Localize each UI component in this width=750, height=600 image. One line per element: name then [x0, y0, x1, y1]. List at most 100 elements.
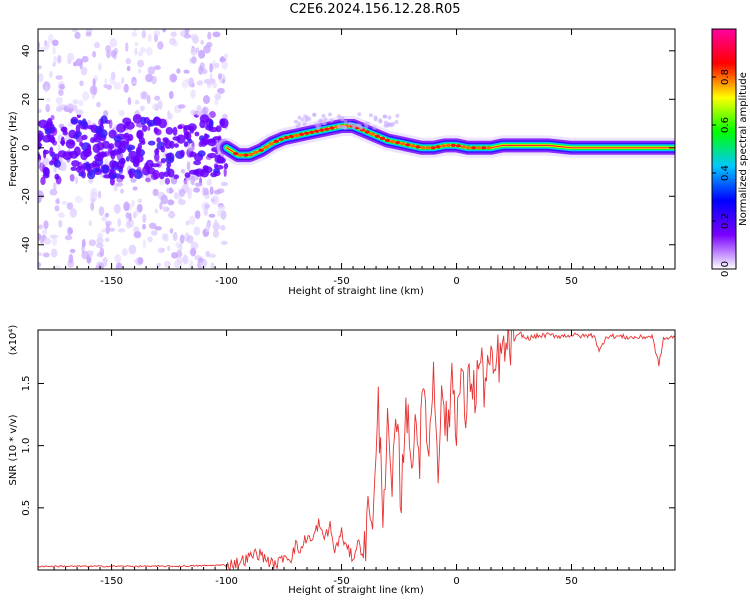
band-blob [203, 133, 208, 139]
ridge-haze [312, 112, 317, 117]
noise-speck [75, 109, 84, 116]
noise-speck [59, 84, 65, 90]
noise-speck [109, 75, 116, 85]
noise-speck [56, 75, 62, 80]
noise-speck [205, 222, 210, 233]
noise-speck [38, 224, 44, 230]
noise-speck [222, 78, 226, 84]
noise-speck [106, 50, 111, 59]
noise-speck [57, 54, 62, 64]
noise-speck [186, 234, 194, 244]
noise-speck [209, 186, 214, 195]
noise-speck [180, 169, 186, 174]
colorbar-tick-label: 0.4 [720, 165, 731, 181]
ridge-haze [337, 114, 341, 119]
noise-speck [197, 257, 204, 263]
noise-speck [80, 66, 88, 76]
ridge-haze [297, 115, 302, 120]
noise-speck [206, 178, 212, 186]
noise-speck [214, 99, 219, 106]
noise-speck [154, 152, 160, 162]
noise-speck [81, 250, 89, 260]
band-blob [102, 140, 110, 149]
band-blob [42, 149, 50, 155]
noise-speck [67, 258, 74, 268]
noise-speck [49, 188, 58, 196]
band-blob [54, 153, 60, 161]
noise-speck [38, 108, 42, 113]
noise-speck [118, 109, 125, 117]
band-blob [103, 174, 112, 179]
noise-speck [134, 259, 138, 264]
ridge-peak [293, 133, 300, 138]
ridge-peak [364, 130, 370, 134]
snr-x-tick-label: -100 [215, 576, 238, 587]
noise-speck [151, 230, 158, 236]
noise-speck [66, 103, 75, 109]
noise-speck [173, 192, 179, 200]
noise-speck [119, 174, 125, 180]
ridge-peak [455, 144, 461, 148]
band-blob [183, 141, 188, 148]
noise-speck [74, 31, 81, 40]
noise-speck [159, 104, 163, 111]
noise-speck [161, 232, 167, 241]
noise-speck [156, 262, 162, 268]
noise-speck [203, 95, 210, 104]
ridge-haze [372, 125, 377, 130]
ridge-peak [445, 143, 451, 147]
snr-y-tick-label: 0.5 [21, 500, 32, 516]
noise-speck [42, 252, 50, 258]
band-blob [70, 166, 77, 171]
ridge-haze [328, 112, 332, 117]
noise-speck [40, 239, 44, 244]
colorbar-tick-label: 0.6 [720, 117, 731, 133]
ridge-peak [486, 146, 492, 150]
noise-speck [202, 68, 208, 75]
noise-speck [131, 199, 135, 208]
noise-speck [39, 162, 45, 173]
ridge-peak [329, 126, 335, 130]
noise-speck [57, 144, 61, 153]
noise-speck [81, 55, 89, 63]
band-blob [174, 143, 179, 148]
noise-speck [212, 82, 217, 89]
noise-speck [167, 199, 175, 206]
band-blob [154, 148, 160, 155]
noise-speck [117, 218, 122, 227]
noise-speck [96, 252, 104, 258]
ridge-haze [357, 112, 362, 117]
noise-speck [59, 161, 67, 172]
ridge-peak [390, 140, 396, 144]
noise-speck [74, 176, 79, 185]
spectrogram-y-tick-label: 0 [21, 145, 32, 151]
band-blob [160, 146, 166, 153]
noise-speck [209, 63, 213, 73]
band-blob [199, 114, 210, 124]
ridge-haze [321, 113, 326, 118]
noise-speck [176, 256, 184, 264]
band-blob [169, 140, 175, 149]
noise-speck [193, 226, 201, 236]
noise-speck [120, 188, 124, 194]
ridge-peak [283, 136, 289, 140]
noise-speck [73, 61, 78, 67]
noise-speck [153, 65, 161, 70]
noise-speck [111, 71, 116, 81]
snr-x-tick-label: -50 [333, 576, 349, 587]
ridge-peak [405, 143, 411, 147]
noise-speck [214, 219, 218, 228]
ridge-peak [253, 150, 259, 154]
band-blob [194, 168, 205, 177]
band-blob [144, 162, 149, 170]
noise-speck [167, 212, 176, 219]
ridge-haze [386, 122, 391, 127]
colorbar-tick-label: 0.0 [720, 261, 731, 277]
band-blob [46, 117, 53, 128]
band-blob [71, 160, 80, 167]
noise-speck [220, 210, 227, 220]
ridge-haze [323, 117, 328, 122]
noise-speck [57, 212, 65, 218]
ridge-peak [450, 143, 456, 147]
noise-speck [189, 215, 196, 225]
